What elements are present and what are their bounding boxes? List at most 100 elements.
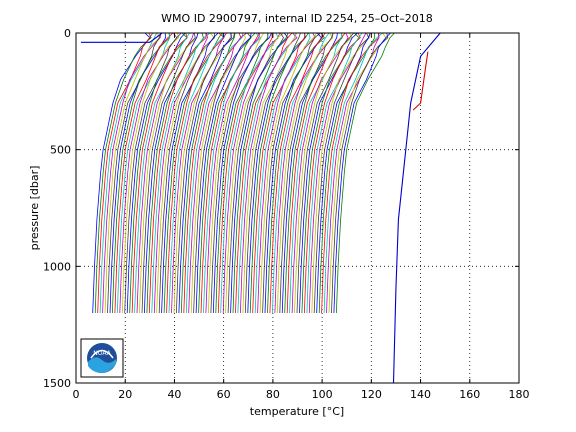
profile-line bbox=[158, 32, 215, 314]
profile-line bbox=[99, 32, 158, 314]
profile-line bbox=[188, 32, 248, 314]
profile-line bbox=[232, 32, 289, 314]
profile-line bbox=[308, 32, 367, 314]
profile-line bbox=[171, 32, 227, 314]
highlighted-profile-line bbox=[80, 32, 442, 384]
profile-line bbox=[230, 32, 289, 314]
profile-line bbox=[195, 32, 252, 314]
y-axis-label: pressure [dbar] bbox=[28, 166, 41, 251]
profile-line bbox=[121, 32, 180, 314]
x-tick-label: 80 bbox=[266, 388, 280, 401]
x-tick-label: 60 bbox=[217, 388, 231, 401]
logo-text: NOAA bbox=[93, 350, 111, 357]
logo-bird bbox=[90, 349, 114, 359]
profile-line bbox=[306, 32, 363, 314]
x-tick-label: 100 bbox=[312, 388, 333, 401]
x-tick-label: 180 bbox=[509, 388, 530, 401]
profile-line bbox=[242, 32, 297, 314]
profile-line bbox=[259, 32, 318, 314]
profile-line bbox=[178, 32, 232, 314]
x-tick-label: 0 bbox=[73, 388, 80, 401]
profile-line bbox=[104, 32, 160, 314]
profile-line bbox=[215, 32, 269, 314]
profile-line bbox=[134, 32, 191, 314]
profile-line bbox=[151, 32, 211, 314]
profile-line bbox=[102, 32, 162, 314]
profile-line bbox=[281, 32, 338, 314]
profile-line bbox=[299, 32, 358, 314]
profile-line bbox=[114, 32, 174, 314]
y-ticks: 0 500 1000 1500 bbox=[43, 27, 519, 390]
profile-line bbox=[131, 32, 188, 314]
profile-line bbox=[126, 32, 186, 314]
profiles bbox=[92, 32, 395, 314]
profile-line bbox=[289, 32, 343, 314]
profile-line bbox=[296, 32, 354, 314]
plot-area: 0 20 40 60 80 100 120 140 160 180 0 500 1000 1500 bbox=[43, 27, 530, 401]
profile-line bbox=[166, 32, 225, 314]
profile-line bbox=[321, 32, 380, 314]
x-tick-label: 40 bbox=[167, 388, 181, 401]
profile-line bbox=[235, 32, 293, 314]
profile-line bbox=[144, 32, 199, 314]
profile-line bbox=[225, 32, 284, 314]
y-tick-label: 0 bbox=[64, 27, 71, 40]
profile-line bbox=[257, 32, 316, 314]
profile-line bbox=[107, 32, 162, 314]
profile-line bbox=[336, 32, 395, 314]
profile-line bbox=[129, 32, 188, 314]
profile-line bbox=[193, 32, 252, 314]
logo-wave bbox=[88, 357, 116, 373]
profile-line bbox=[146, 32, 204, 314]
x-tick-label: 20 bbox=[118, 388, 132, 401]
profile-line bbox=[124, 32, 182, 314]
profile-line bbox=[180, 32, 236, 314]
plot-frame bbox=[75, 32, 520, 384]
profile-line bbox=[311, 32, 371, 314]
profile-line bbox=[286, 32, 346, 314]
profile-line bbox=[161, 32, 219, 314]
x-axis-label: temperature [°C] bbox=[250, 405, 344, 418]
profile-line bbox=[262, 32, 321, 314]
x-tick-label: 140 bbox=[410, 388, 431, 401]
profile-line bbox=[116, 32, 171, 314]
y-tick-label: 1000 bbox=[43, 260, 71, 273]
profile-line bbox=[244, 32, 301, 314]
profile-line bbox=[323, 32, 383, 314]
profile-line bbox=[313, 32, 370, 314]
profile-line bbox=[190, 32, 246, 314]
x-ticks: 0 20 40 60 80 100 120 140 160 180 bbox=[73, 33, 530, 401]
profile-line bbox=[247, 32, 306, 314]
profile-line bbox=[220, 32, 279, 314]
profile-line bbox=[249, 32, 309, 314]
x-tick-label: 120 bbox=[361, 388, 382, 401]
profile-line bbox=[284, 32, 343, 314]
profile-line bbox=[272, 32, 330, 314]
profile-line bbox=[139, 32, 198, 314]
profile-line bbox=[97, 32, 154, 314]
profile-line bbox=[208, 32, 264, 314]
profile-line bbox=[276, 32, 334, 314]
profile-line bbox=[316, 32, 371, 314]
profile-line bbox=[333, 32, 391, 314]
profile-line bbox=[212, 32, 272, 314]
noaa-logo: NOAA bbox=[80, 338, 124, 378]
profile-line bbox=[205, 32, 260, 314]
profile-line bbox=[294, 32, 353, 314]
profile-line bbox=[269, 32, 326, 314]
y-tick-label: 1500 bbox=[43, 377, 71, 390]
x-tick-label: 160 bbox=[459, 388, 480, 401]
profile-line bbox=[156, 32, 215, 314]
chart-title: WMO ID 2900797, internal ID 2254, 25–Oct… bbox=[161, 12, 433, 25]
profile-line bbox=[331, 32, 389, 314]
profile-line bbox=[168, 32, 224, 314]
profile-line bbox=[141, 32, 196, 314]
profile-line bbox=[252, 32, 306, 314]
profile-line bbox=[112, 32, 171, 314]
profile-line bbox=[185, 32, 244, 314]
profile-line bbox=[279, 32, 334, 314]
profile-line bbox=[217, 32, 273, 314]
profile-line bbox=[326, 32, 380, 314]
y-tick-label: 500 bbox=[50, 144, 71, 157]
